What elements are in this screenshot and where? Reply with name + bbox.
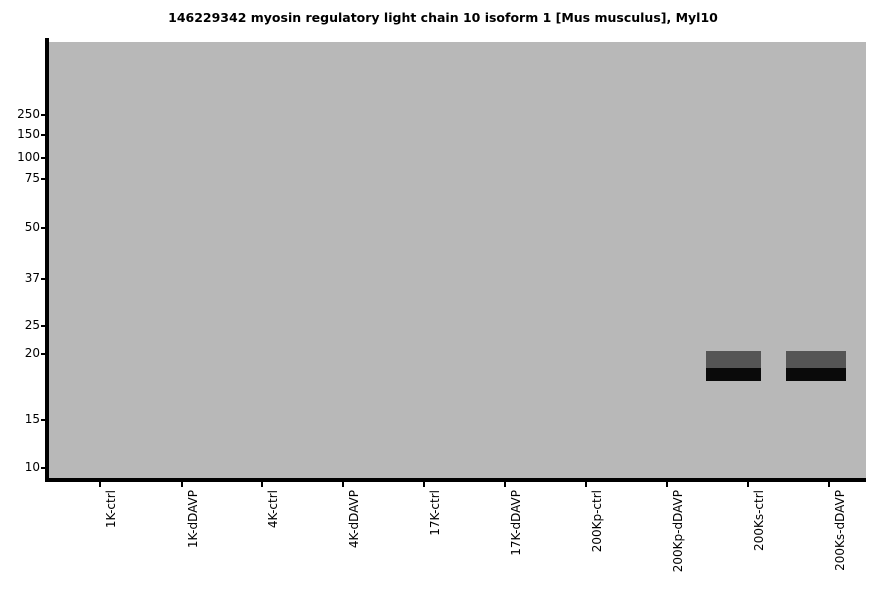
x-tick-mark xyxy=(666,482,668,487)
gel-band-lower-segment xyxy=(786,368,846,381)
y-axis-line xyxy=(45,38,49,482)
x-tick-label: 4K-dDAVP xyxy=(347,490,361,549)
x-tick-mark xyxy=(181,482,183,487)
plot-area xyxy=(49,42,866,479)
x-tick-label: 200Ks-ctrl xyxy=(752,490,766,551)
y-tick-label-text: 150 xyxy=(17,127,40,141)
y-tick-label: 250 xyxy=(0,108,40,120)
y-tick-mark xyxy=(41,278,46,280)
y-tick-mark xyxy=(41,178,46,180)
x-tick-label: 17K-ctrl xyxy=(428,490,442,536)
x-tick-label: 1K-ctrl xyxy=(104,490,118,529)
gel-band-upper-segment xyxy=(706,351,761,368)
y-tick-label: 10 xyxy=(0,461,40,473)
y-tick-label-text: 100 xyxy=(17,150,40,164)
y-tick-label-text: 20 xyxy=(24,346,40,360)
y-tick-mark xyxy=(41,134,46,136)
x-tick-label: 200Kp-dDAVP xyxy=(671,490,685,573)
gel-band-lower-segment xyxy=(706,368,761,381)
gel-band-upper-segment xyxy=(786,351,846,368)
y-tick-label-text: 50 xyxy=(24,220,40,234)
y-tick-mark xyxy=(41,419,46,421)
x-tick-label: 200Ks-dDAVP xyxy=(833,490,847,571)
y-tick-label: 150 xyxy=(0,128,40,140)
y-tick-mark xyxy=(41,157,46,159)
y-tick-label-text: 75 xyxy=(24,171,40,185)
y-tick-label: 15 xyxy=(0,413,40,425)
x-tick-label: 200Kp-ctrl xyxy=(590,490,604,553)
x-tick-mark xyxy=(423,482,425,487)
y-tick-label: 50 xyxy=(0,221,40,233)
gel-band xyxy=(786,351,846,381)
x-axis-line xyxy=(45,478,866,482)
x-tick-mark xyxy=(504,482,506,487)
y-tick-label-text: 10 xyxy=(24,460,40,474)
x-tick-mark xyxy=(99,482,101,487)
x-tick-label: 17K-dDAVP xyxy=(509,490,523,556)
y-tick-label: 20 xyxy=(0,347,40,359)
y-tick-label: 37 xyxy=(0,272,40,284)
x-tick-label: 4K-ctrl xyxy=(266,490,280,529)
y-tick-mark xyxy=(41,325,46,327)
y-tick-label-text: 250 xyxy=(17,107,40,121)
y-tick-mark xyxy=(41,467,46,469)
y-tick-mark xyxy=(41,114,46,116)
y-tick-mark xyxy=(41,227,46,229)
gel-band xyxy=(706,351,761,381)
y-tick-label: 75 xyxy=(0,172,40,184)
x-tick-mark xyxy=(261,482,263,487)
x-tick-mark xyxy=(828,482,830,487)
x-tick-mark xyxy=(747,482,749,487)
y-tick-label: 25 xyxy=(0,319,40,331)
x-tick-mark xyxy=(585,482,587,487)
y-tick-label-text: 25 xyxy=(24,318,40,332)
x-tick-mark xyxy=(342,482,344,487)
y-tick-mark xyxy=(41,353,46,355)
x-tick-label: 1K-dDAVP xyxy=(186,490,200,549)
y-tick-label-text: 37 xyxy=(24,271,40,285)
chart-title: 146229342 myosin regulatory light chain … xyxy=(168,10,718,25)
y-tick-label: 100 xyxy=(0,151,40,163)
y-tick-label-text: 15 xyxy=(24,412,40,426)
